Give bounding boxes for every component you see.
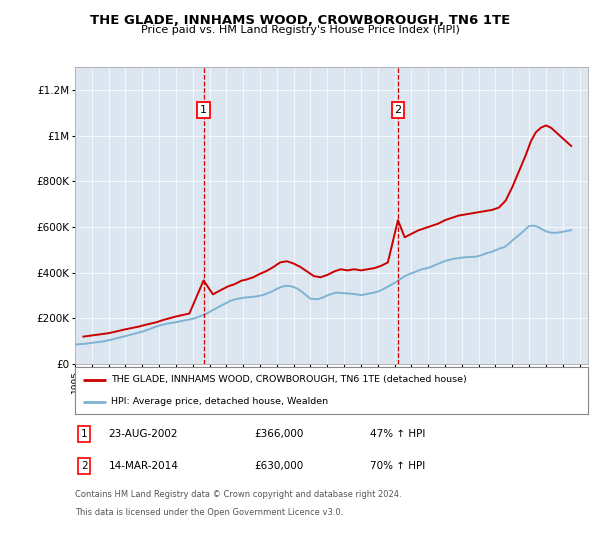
Text: 70% ↑ HPI: 70% ↑ HPI (370, 461, 425, 472)
Text: 2: 2 (81, 461, 88, 472)
Text: 2: 2 (394, 105, 401, 115)
Text: This data is licensed under the Open Government Licence v3.0.: This data is licensed under the Open Gov… (75, 508, 343, 517)
Text: £366,000: £366,000 (254, 429, 304, 439)
Text: THE GLADE, INNHAMS WOOD, CROWBOROUGH, TN6 1TE: THE GLADE, INNHAMS WOOD, CROWBOROUGH, TN… (90, 14, 510, 27)
Text: 1: 1 (81, 429, 88, 439)
Text: HPI: Average price, detached house, Wealden: HPI: Average price, detached house, Weal… (111, 397, 328, 406)
Text: 47% ↑ HPI: 47% ↑ HPI (370, 429, 425, 439)
Text: 23-AUG-2002: 23-AUG-2002 (109, 429, 178, 439)
Text: 1: 1 (200, 105, 207, 115)
Text: £630,000: £630,000 (254, 461, 304, 472)
Text: Price paid vs. HM Land Registry's House Price Index (HPI): Price paid vs. HM Land Registry's House … (140, 25, 460, 35)
Text: THE GLADE, INNHAMS WOOD, CROWBOROUGH, TN6 1TE (detached house): THE GLADE, INNHAMS WOOD, CROWBOROUGH, TN… (111, 375, 467, 384)
Text: Contains HM Land Registry data © Crown copyright and database right 2024.: Contains HM Land Registry data © Crown c… (75, 490, 401, 499)
Text: 14-MAR-2014: 14-MAR-2014 (109, 461, 178, 472)
